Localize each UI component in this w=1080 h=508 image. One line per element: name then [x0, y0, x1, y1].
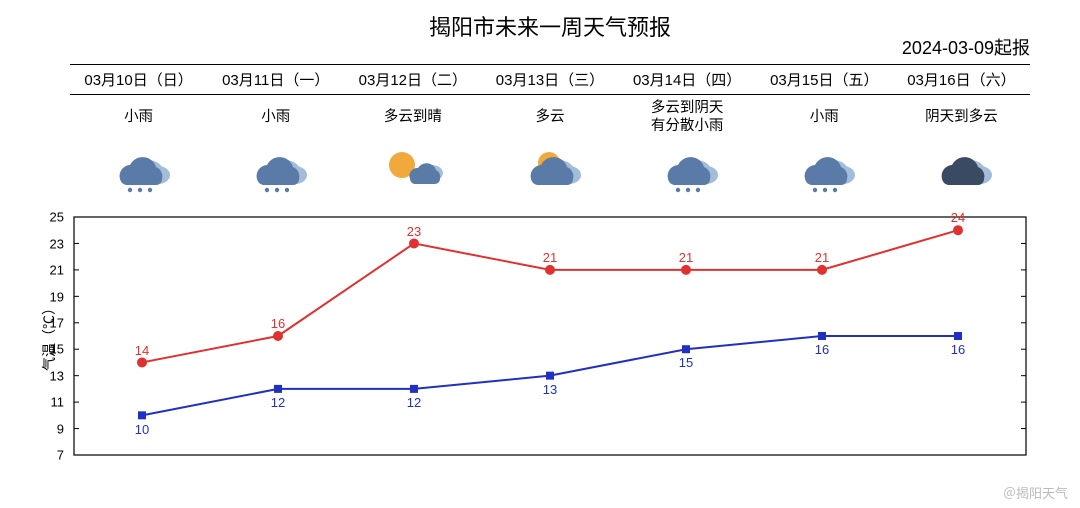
y-tick-label: 19 [36, 289, 64, 304]
day-header: 03月10日（日） [70, 69, 207, 90]
conditions-row: 小雨小雨多云到晴多云多云到阴天 有分散小雨小雨阴天到多云 [70, 95, 1030, 139]
temperature-chart: 气温（℃） 7911131517192123251416232121212410… [70, 209, 1030, 463]
high-temp-value: 23 [407, 224, 421, 239]
high-temp-marker [817, 265, 827, 275]
rain-icon [756, 145, 893, 195]
days-row: 03月10日（日）03月11日（一）03月12日（二）03月13日（三）03月1… [70, 65, 1030, 94]
y-tick-label: 11 [36, 395, 64, 410]
high-temp-value: 14 [135, 343, 149, 358]
low-temp-value: 16 [815, 342, 829, 357]
y-tick-label: 21 [36, 263, 64, 278]
y-tick-label: 13 [36, 368, 64, 383]
day-header: 03月11日（一） [207, 69, 344, 90]
high-temp-value: 16 [271, 316, 285, 331]
y-tick-label: 15 [36, 342, 64, 357]
low-temp-marker [274, 385, 282, 393]
low-temp-value: 13 [543, 382, 557, 397]
high-temp-marker [545, 265, 555, 275]
low-temp-marker [138, 412, 146, 420]
icons-row [70, 139, 1030, 209]
y-tick-label: 23 [36, 236, 64, 251]
low-temp-value: 12 [407, 395, 421, 410]
day-header: 03月12日（二） [344, 69, 481, 90]
high-temp-marker [681, 265, 691, 275]
condition-label: 阴天到多云 [893, 95, 1030, 139]
high-temp-value: 21 [679, 250, 693, 265]
high-temp-marker [409, 239, 419, 249]
condition-label: 多云到晴 [344, 95, 481, 139]
condition-label: 小雨 [207, 95, 344, 139]
high-temp-marker [273, 331, 283, 341]
sun-cloud-icon [344, 145, 481, 195]
y-tick-label: 9 [36, 421, 64, 436]
day-header: 03月14日（四） [619, 69, 756, 90]
condition-label: 小雨 [70, 95, 207, 139]
chart-svg [70, 209, 1030, 463]
low-temp-value: 16 [951, 342, 965, 357]
high-temp-value: 21 [815, 250, 829, 265]
overcast-rain-icon [619, 145, 756, 195]
high-temp-marker [137, 358, 147, 368]
condition-label: 多云 [481, 95, 618, 139]
watermark: ＠揭阳天气 [1003, 483, 1068, 502]
low-temp-value: 12 [271, 395, 285, 410]
low-temp-value: 15 [679, 355, 693, 370]
low-temp-marker [410, 385, 418, 393]
high-temp-marker [953, 225, 963, 235]
overcast-icon [893, 145, 1030, 195]
day-header: 03月13日（三） [481, 69, 618, 90]
high-temp-value: 24 [951, 210, 965, 225]
rain-icon [70, 145, 207, 195]
high-temp-value: 21 [543, 250, 557, 265]
rain-icon [207, 145, 344, 195]
y-tick-label: 17 [36, 316, 64, 331]
y-tick-label: 7 [36, 448, 64, 463]
condition-label: 多云到阴天 有分散小雨 [619, 95, 756, 139]
y-axis-label: 气温（℃） [39, 301, 59, 371]
condition-label: 小雨 [756, 95, 893, 139]
day-header: 03月16日（六） [893, 69, 1030, 90]
partly-cloudy-icon [481, 145, 618, 195]
low-temp-marker [818, 332, 826, 340]
low-temp-marker [682, 345, 690, 353]
issue-date: 2024-03-09起报 [902, 34, 1030, 60]
page-title: 揭阳市未来一周天气预报 [70, 10, 1030, 42]
low-temp-value: 10 [135, 422, 149, 437]
low-temp-marker [954, 332, 962, 340]
day-header: 03月15日（五） [756, 69, 893, 90]
forecast-container: 揭阳市未来一周天气预报 2024-03-09起报 03月10日（日）03月11日… [0, 0, 1080, 508]
y-tick-label: 25 [36, 210, 64, 225]
low-temp-marker [546, 372, 554, 380]
